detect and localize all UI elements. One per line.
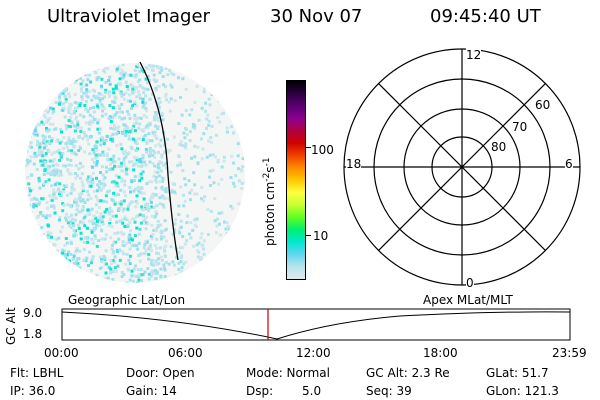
instrument-title: Ultraviolet Imager (47, 6, 210, 27)
status-gain: Gain: 14 (126, 384, 177, 398)
status-door: Door: Open (126, 366, 195, 380)
terminator-line (139, 61, 179, 261)
date-label: 30 Nov 07 (270, 6, 363, 27)
polar-diag-2 (378, 83, 546, 251)
status-glat: GLat: 51.7 (486, 366, 549, 380)
time-tick-0600: 06:00 (168, 346, 203, 360)
colorbar-tick-mark-100 (306, 147, 311, 148)
geographic-title: Geographic Lat/Lon (68, 293, 186, 307)
mlat-label-70: 70 (512, 120, 528, 134)
mlt-label-6: 6 (565, 157, 573, 171)
altitude-curve (61, 311, 571, 340)
mlat-label-60: 60 (535, 98, 551, 112)
status-dsp-label: Dsp: (246, 384, 274, 398)
colorbar-tick-10: 10 (313, 229, 329, 243)
status-dsp-value: 5.0 (302, 384, 322, 398)
mlt-label-12: 12 (466, 48, 482, 62)
time-tick-1200: 12:00 (296, 346, 331, 360)
mlt-label-0: 0 (466, 276, 474, 290)
time-tick-0000: 00:00 (44, 346, 79, 360)
altitude-max-label: 9.0 (23, 306, 43, 320)
colorbar-tick-mark-10 (306, 235, 311, 236)
mlat-label-80: 80 (491, 140, 507, 154)
altitude-min-label: 1.8 (23, 327, 43, 341)
status-ip: IP: 36.0 (10, 384, 56, 398)
status-seq: Seq: 39 (366, 384, 412, 398)
status-filter: Flt: LBHL (10, 366, 64, 380)
colorbar (286, 80, 306, 280)
status-gc-alt: GC Alt: 2.3 Re (366, 366, 450, 380)
status-mode: Mode: Normal (246, 366, 330, 380)
altitude-plot-frame (61, 308, 571, 341)
mlt-label-18: 18 (346, 157, 362, 171)
time-tick-2359: 23:59 (552, 346, 587, 360)
time-label: 09:45:40 UT (430, 6, 541, 27)
apex-title: Apex MLat/MLT (423, 293, 513, 307)
time-tick-1800: 18:00 (423, 346, 458, 360)
colorbar-tick-100: 100 (311, 143, 334, 157)
status-glon: GLon: 121.3 (486, 384, 559, 398)
